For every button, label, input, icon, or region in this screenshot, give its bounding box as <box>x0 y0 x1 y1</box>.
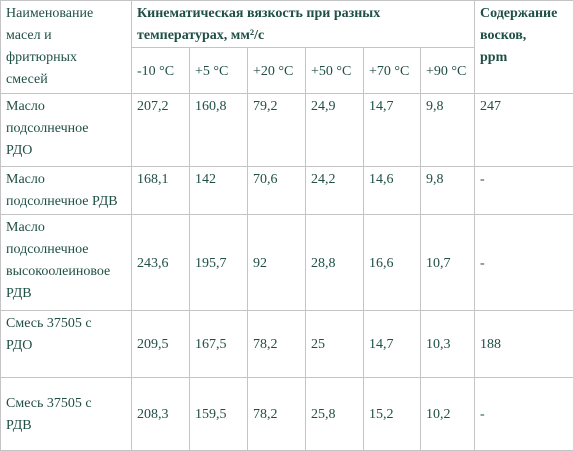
value-cell: 16,6 <box>363 214 421 311</box>
value-cell: 25,8 <box>305 377 364 451</box>
row-name: Масло подсолнечное РДО <box>0 93 132 167</box>
temp-header-4: +50 °C <box>305 47 364 94</box>
value-cell: 10,3 <box>419 310 476 378</box>
viscosity-group-header: Кинематическая вязкость при разных темпе… <box>130 0 476 48</box>
table-row: Смесь 37505 с РДВ 208,3 159,5 78,2 25,8 … <box>0 377 573 451</box>
value-cell: 70,6 <box>247 166 306 215</box>
value-cell: 28,8 <box>305 214 364 311</box>
value-cell: 142 <box>189 166 248 215</box>
value-cell: 167,5 <box>189 310 248 378</box>
wax-cell: - <box>474 166 573 215</box>
value-cell: 14,7 <box>363 93 421 167</box>
value-cell: 9,8 <box>419 166 476 215</box>
value-cell: 243,6 <box>131 214 190 311</box>
value-cell: 160,8 <box>189 93 248 167</box>
row-name: Масло подсолнечное РДВ <box>0 166 132 215</box>
value-cell: 159,5 <box>189 377 248 451</box>
header-row-temperatures: -10 °C +5 °C +20 °C +50 °C +70 °C +90 °C <box>1 47 573 94</box>
value-cell: 9,8 <box>419 93 476 167</box>
table-row: Масло подсолнечное РДВ 168,1 142 70,6 24… <box>0 166 573 215</box>
value-cell: 168,1 <box>131 166 190 215</box>
value-cell: 195,7 <box>189 214 248 311</box>
temp-header-3: +20 °C <box>247 47 306 94</box>
value-cell: 15,2 <box>363 377 421 451</box>
value-cell: 10,2 <box>419 377 476 451</box>
row-name: Смесь 37505 с РДВ <box>0 377 132 451</box>
value-cell: 10,7 <box>419 214 476 311</box>
row-name: Смесь 37505 с РДО <box>0 310 132 378</box>
wax-cell: - <box>474 377 573 451</box>
row-name: Масло подсолнечное высокоолеиновое РДВ <box>0 214 132 311</box>
table-row: Масло подсолнечное РДО 207,2 160,8 79,2 … <box>0 93 573 167</box>
wax-column-header: Содержание восков, ppm <box>474 0 573 94</box>
temp-header-5: +70 °C <box>363 47 421 94</box>
header-row-top: Наименование масел и фритюрных смесей Ки… <box>0 0 573 94</box>
value-cell: 207,2 <box>131 93 190 167</box>
value-cell: 92 <box>247 214 306 311</box>
table-row: Смесь 37505 с РДО 209,5 167,5 78,2 25 14… <box>0 310 573 378</box>
table-row: Масло подсолнечное высокоолеиновое РДВ 2… <box>0 214 573 311</box>
wax-cell: 247 <box>474 93 573 167</box>
value-cell: 24,9 <box>305 93 364 167</box>
value-cell: 78,2 <box>247 310 306 378</box>
name-column-header: Наименование масел и фритюрных смесей <box>0 0 132 94</box>
value-cell: 78,2 <box>247 377 306 451</box>
temp-header-2: +5 °C <box>189 47 248 94</box>
value-cell: 14,7 <box>363 310 421 378</box>
value-cell: 24,2 <box>305 166 364 215</box>
temp-header-1: -10 °C <box>131 47 190 94</box>
value-cell: 209,5 <box>131 310 190 378</box>
value-cell: 14,6 <box>363 166 421 215</box>
wax-cell: - <box>474 214 573 311</box>
value-cell: 79,2 <box>247 93 306 167</box>
wax-cell: 188 <box>474 310 573 378</box>
temp-header-6: +90 °C <box>419 47 476 94</box>
value-cell: 208,3 <box>131 377 190 451</box>
value-cell: 25 <box>305 310 364 378</box>
